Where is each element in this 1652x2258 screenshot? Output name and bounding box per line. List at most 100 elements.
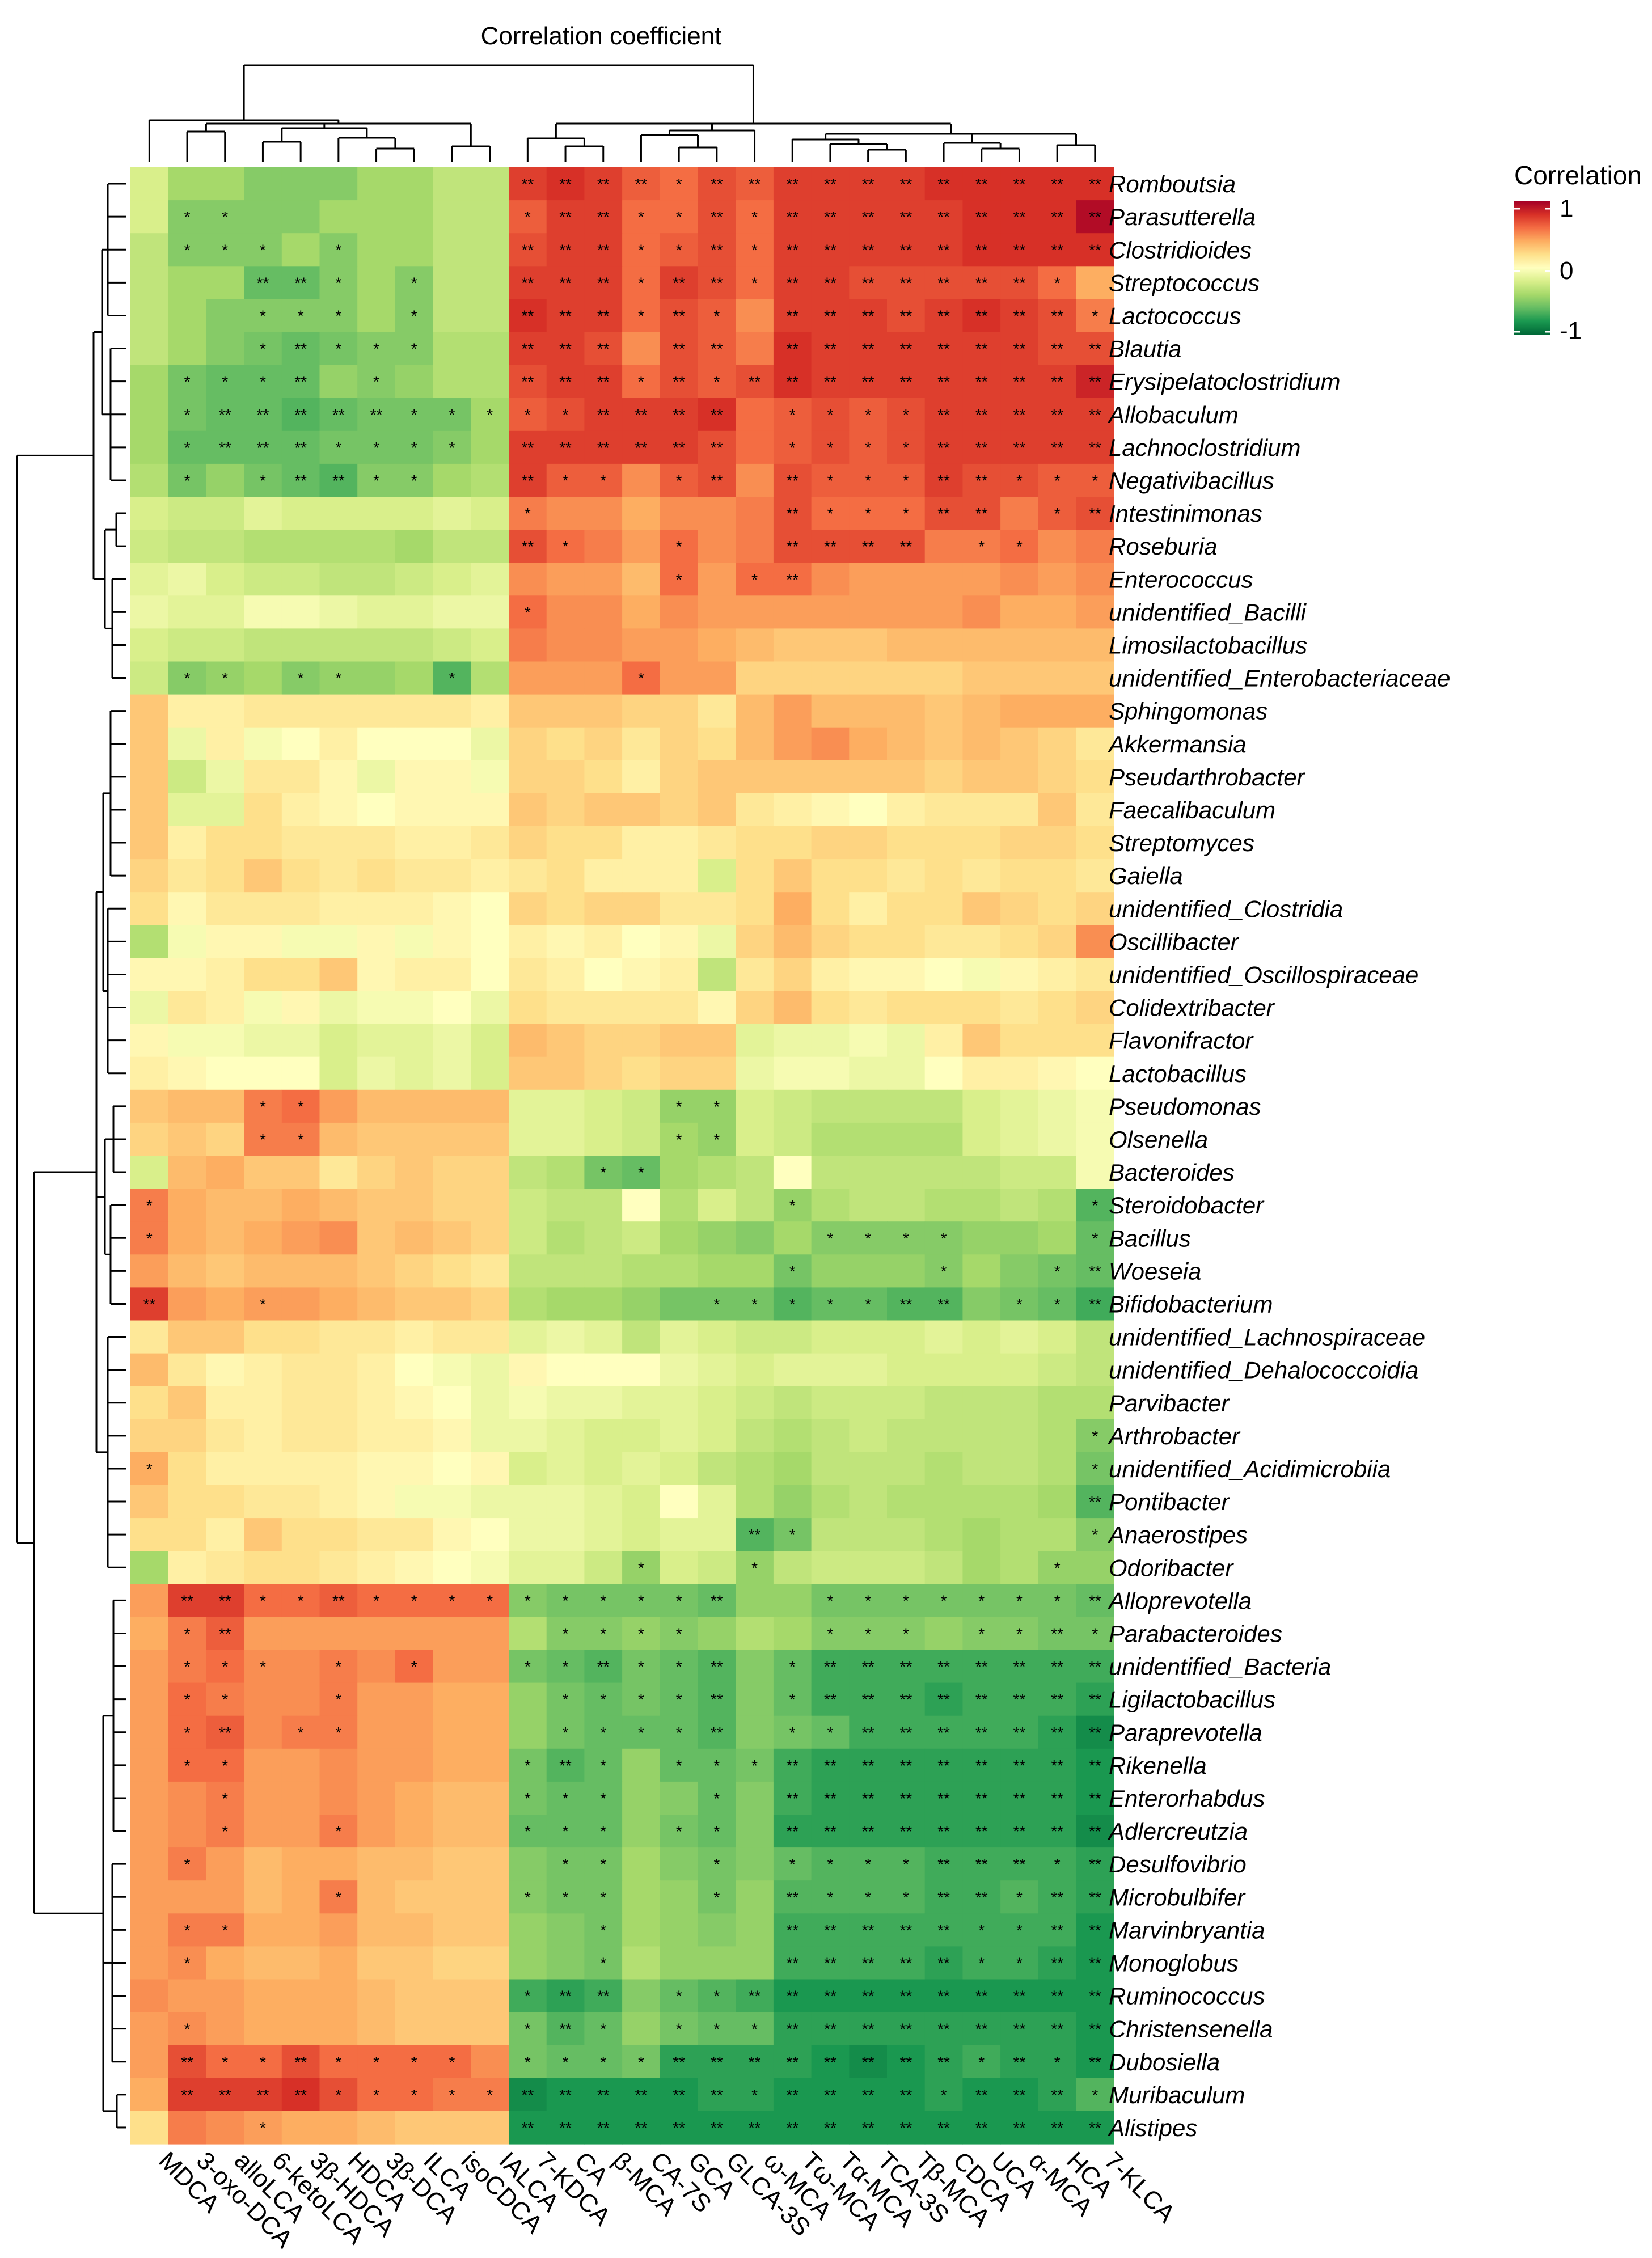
significance-mark: *: [865, 1229, 871, 1247]
significance-mark: **: [1089, 1295, 1101, 1313]
cell-unidentified_Lachnospiraceae-MDCA: [130, 1320, 169, 1354]
cell-Blautia-alloLCA: [206, 332, 244, 366]
cell-Olsenella-HCA: [1038, 1122, 1077, 1156]
significance-mark: *: [789, 1724, 796, 1741]
cell-Akkermansia-HCA: [1038, 727, 1077, 761]
cell-unidentified_Lachnospiraceae-GCA: [660, 1320, 699, 1354]
cell-Blautia-CDCA: [924, 332, 963, 366]
cell-Erysipelatoclostridium-3-oxo-DCA: [168, 365, 206, 399]
significance-mark: **: [749, 2053, 761, 2071]
cell-Blautia-HCA: [1038, 332, 1077, 366]
cell-Faecalibaculum-UCA: [962, 793, 1001, 827]
cell-Woeseia-ω-MCA: [736, 1254, 774, 1288]
cell-Arthrobacter-UCA: [962, 1419, 1001, 1453]
significance-mark: *: [222, 373, 228, 391]
significance-mark: *: [713, 307, 720, 324]
significance-mark: **: [786, 1888, 798, 1906]
cell-Faecalibaculum-3-oxo-DCA: [168, 793, 206, 827]
significance-mark: **: [937, 1954, 950, 1972]
significance-mark: *: [222, 1658, 228, 1676]
significance-mark: *: [373, 2086, 379, 2104]
cell-Pseudomonas-Tω-MCA: [773, 1089, 812, 1123]
significance-mark: *: [563, 472, 569, 489]
cell-Faecalibaculum-β-MCA: [584, 793, 623, 827]
significance-mark: *: [373, 340, 379, 358]
cell-Bacteroides-ω-MCA: [736, 1156, 774, 1189]
significance-mark: *: [638, 1592, 644, 1609]
cell-Dubosiella-IALCA: [471, 2045, 509, 2079]
cell-Monoglobus-isoCDCA: [433, 1946, 471, 1980]
cell-unidentified_Enterobacteriaceae-IALCA: [471, 661, 509, 695]
cell-Pontibacter-Tα-MCA: [811, 1485, 850, 1519]
cell-Colidextribacter-TCA-3S: [849, 991, 888, 1025]
cell-Lachnoclostridium-IALCA: [471, 430, 509, 464]
cell-Parvibacter-Tω-MCA: [773, 1386, 812, 1420]
cell-Parvibacter-alloLCA: [206, 1386, 244, 1420]
cell-Lactobacillus-7-KLCA: [1076, 1056, 1114, 1090]
cell-Anaerostipes-7-KLCA: [1076, 1518, 1114, 1551]
cell-Faecalibaculum-CA: [546, 793, 585, 827]
significance-mark: **: [937, 340, 950, 358]
row-label: Odoribacter: [1109, 1554, 1234, 1581]
significance-mark: *: [449, 670, 455, 687]
significance-mark: **: [711, 241, 723, 259]
significance-mark: *: [1092, 1526, 1098, 1544]
cell-unidentified_Bacilli-3β-DCA: [357, 595, 396, 629]
cell-unidentified_Oscillospiraceae-MDCA: [130, 958, 169, 992]
significance-mark: *: [1092, 307, 1098, 324]
cell-Streptomyces-3-oxo-DCA: [168, 826, 206, 860]
cell-unidentified_Bacilli-3-oxo-DCA: [168, 595, 206, 629]
cell-Negativibacillus-Tω-MCA: [773, 463, 812, 497]
cell-Pontibacter-7-KLCA: [1076, 1485, 1114, 1519]
cell-Streptomyces-α-MCA: [1000, 826, 1039, 860]
cell-Limosilactobacillus-GCA: [660, 628, 699, 662]
cell-Parabacteroides-HDCA: [319, 1617, 358, 1651]
cell-Arthrobacter-isoCDCA: [433, 1419, 471, 1453]
cell-Woeseia-Tω-MCA: [773, 1254, 812, 1288]
significance-mark: *: [903, 1855, 909, 1873]
cell-unidentified_Bacteria-α-MCA: [1000, 1650, 1039, 1684]
cell-unidentified_Clostridia-MDCA: [130, 892, 169, 925]
cell-unidentified_Bacilli-6-ketoLCA: [244, 595, 282, 629]
significance-mark: **: [635, 439, 648, 456]
cell-Negativibacillus-HCA: [1038, 463, 1077, 497]
significance-mark: **: [294, 472, 307, 489]
cell-Christensenella-HCA: [1038, 2012, 1077, 2046]
cell-Streptococcus-ILCA: [395, 266, 434, 299]
cell-Streptomyces-3β-DCA: [357, 826, 396, 860]
cell-Lactococcus-alloLCA: [206, 299, 244, 333]
cell-unidentified_Enterobacteriaceae-GLCA-3S: [698, 661, 736, 695]
significance-mark: **: [899, 373, 912, 391]
cell-Lachnoclostridium-UCA: [962, 430, 1001, 464]
cell-unidentified_Dehalococcoidia-MDCA: [130, 1353, 169, 1387]
significance-mark: *: [903, 1592, 909, 1609]
cell-Pontibacter-HDCA: [319, 1485, 358, 1519]
significance-mark: *: [184, 1625, 191, 1642]
cell-Enterorhabdus-Tα-MCA: [811, 1781, 850, 1815]
cell-Bacillus-GCA: [660, 1221, 699, 1255]
significance-mark: *: [751, 2020, 758, 2038]
significance-mark: *: [713, 1131, 720, 1148]
cell-unidentified_Enterobacteriaceae-MDCA: [130, 661, 169, 695]
cell-Pseudomonas-CA: [546, 1089, 585, 1123]
cell-unidentified_Bacteria-HDCA: [319, 1650, 358, 1684]
cell-Sphingomonas-Tα-MCA: [811, 694, 850, 728]
cell-Intestinimonas-6-ketoLCA: [244, 497, 282, 530]
significance-mark: *: [751, 1757, 758, 1774]
cell-Marvinbryantia-3β-DCA: [357, 1913, 396, 1947]
cell-Adlercreutzia-β-MCA: [584, 1815, 623, 1848]
cell-Alistipes-UCA: [962, 2111, 1001, 2145]
cell-Clostridioides-7-KLCA: [1076, 233, 1114, 267]
cell-unidentified_Bacilli-HCA: [1038, 595, 1077, 629]
significance-mark: **: [597, 439, 610, 456]
cell-Monoglobus-Tβ-MCA: [887, 1946, 926, 1980]
row-label: Gaiella: [1109, 862, 1183, 889]
cell-Bifidobacterium-β-MCA: [584, 1287, 623, 1321]
column-labels: MDCA3-oxo-DCAalloLCA6-ketoLCA3β-HDCAHDCA…: [153, 2146, 1181, 2253]
cell-Monoglobus-3-oxo-DCA: [168, 1946, 206, 1980]
cell-Monoglobus-Tα-MCA: [811, 1946, 850, 1980]
cell-Roseburia-CA: [546, 530, 585, 563]
cell-Anaerostipes-GLCA-3S: [698, 1518, 736, 1551]
cell-unidentified_Enterobacteriaceae-HCA: [1038, 661, 1077, 695]
cell-Muribaculum-IALCA: [471, 2078, 509, 2112]
